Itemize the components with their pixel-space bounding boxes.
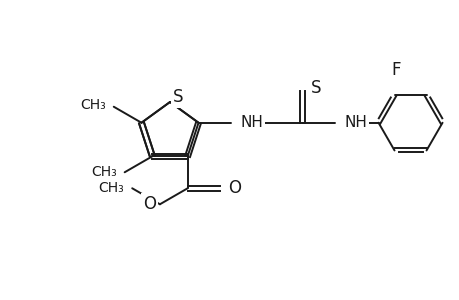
Text: NH: NH [344, 115, 367, 130]
Text: S: S [310, 79, 320, 97]
Text: CH₃: CH₃ [98, 181, 124, 195]
Text: NH: NH [240, 115, 263, 130]
Text: O: O [227, 179, 240, 197]
Text: O: O [143, 195, 156, 213]
Text: S: S [173, 88, 183, 106]
Text: F: F [391, 61, 400, 79]
Text: CH₃: CH₃ [91, 165, 117, 179]
Text: CH₃: CH₃ [80, 98, 106, 112]
